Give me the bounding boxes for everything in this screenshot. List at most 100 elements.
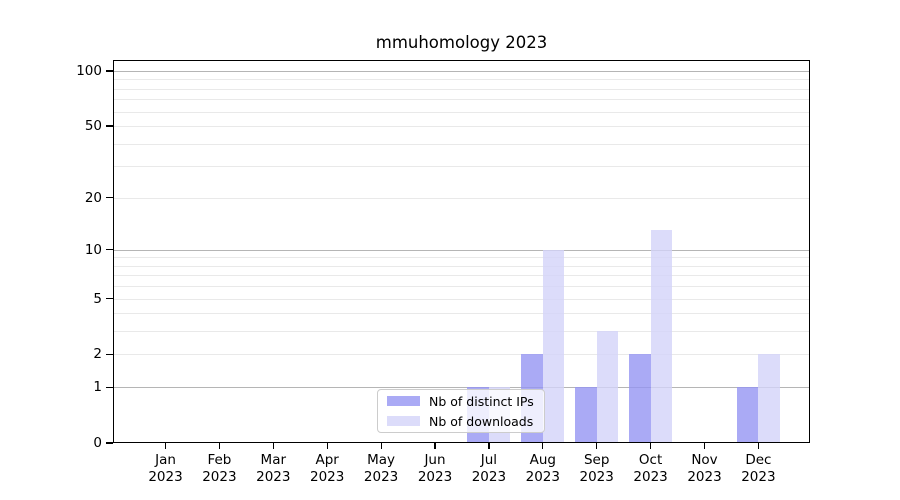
gridline-minor [113, 126, 810, 128]
bar-nb-of-downloads-oct [650, 230, 673, 443]
x-tick-year: 2023 [202, 468, 237, 485]
x-tick-month: Jun [424, 452, 446, 468]
y-tick-100 [106, 70, 113, 72]
gridline-minor [113, 265, 810, 267]
x-tick-label-nov: Nov 2023 [675, 452, 735, 485]
chart-title: mmuhomology 2023 [375, 33, 548, 52]
x-tick-month: Aug [529, 452, 556, 468]
x-tick-month: Apr [315, 452, 339, 468]
x-tick-month: Oct [638, 452, 663, 468]
x-tick-feb [218, 443, 221, 449]
x-tick-sep [596, 443, 598, 449]
x-tick-month: Mar [260, 452, 287, 468]
x-tick-month: Jan [155, 452, 176, 468]
x-tick-aug [542, 443, 544, 449]
x-tick-label-sep: Sep 2023 [567, 452, 627, 485]
gridline-minor [113, 99, 810, 101]
gridline-minor [113, 257, 810, 259]
x-tick-label-apr: Apr 2023 [297, 452, 357, 485]
x-tick-year: 2023 [256, 468, 291, 485]
x-tick-year: 2023 [471, 468, 507, 485]
bar-nb-of-distinct-ips-sep [575, 387, 597, 443]
gridline-major [113, 387, 810, 389]
x-tick-mar [272, 443, 274, 449]
x-tick-year: 2023 [417, 468, 453, 485]
x-tick-dec [757, 443, 760, 449]
x-tick-jun [434, 443, 436, 449]
x-tick-apr [326, 443, 328, 449]
x-tick-year: 2023 [579, 468, 614, 485]
y-tick-label-100: 100 [76, 62, 102, 79]
y-tick-50 [106, 125, 113, 127]
x-tick-label-mar: Mar 2023 [243, 452, 303, 485]
x-tick-month: Jul [480, 452, 498, 468]
x-tick-month: Dec [745, 452, 772, 468]
x-tick-month: May [367, 452, 396, 468]
x-tick-jul [488, 443, 490, 449]
y-tick-label-2: 2 [93, 346, 102, 363]
gridline-minor [113, 111, 810, 113]
gridline-minor [113, 354, 810, 356]
gridline-minor [113, 143, 810, 145]
gridline-minor [113, 286, 810, 288]
y-tick-5 [106, 297, 113, 300]
legend: Nb of distinct IPs Nb of downloads [377, 389, 545, 433]
bar-nb-of-downloads-sep [596, 331, 619, 443]
y-tick-2 [106, 353, 113, 356]
y-tick-label-5: 5 [93, 290, 102, 307]
y-tick-label-50: 50 [84, 118, 102, 135]
x-tick-month: Nov [691, 452, 718, 468]
y-tick-1 [106, 386, 113, 388]
x-tick-year: 2023 [741, 468, 776, 485]
bar-nb-of-distinct-ips-oct [629, 354, 651, 443]
gridline-major [113, 70, 810, 72]
x-tick-year: 2023 [363, 468, 399, 485]
bar-nb-of-downloads-dec [758, 354, 780, 443]
x-tick-label-jul: Jul 2023 [459, 452, 519, 485]
gridline-major [113, 249, 810, 251]
x-tick-label-jan: Jan 2023 [136, 452, 196, 485]
gridline-minor [113, 331, 810, 333]
gridline-minor [113, 197, 810, 199]
legend-label-downloads: Nb of downloads [429, 413, 534, 429]
legend-swatch-distinct-ips [387, 396, 420, 406]
x-tick-jan [164, 443, 167, 449]
x-tick-label-jun: Jun 2023 [405, 452, 465, 485]
x-tick-label-feb: Feb 2023 [189, 452, 249, 485]
legend-label-distinct-ips: Nb of distinct IPs [429, 393, 534, 409]
x-tick-label-may: May 2023 [351, 452, 411, 485]
x-tick-year: 2023 [633, 468, 668, 485]
x-tick-year: 2023 [148, 468, 183, 485]
x-tick-may [380, 443, 382, 449]
x-tick-year: 2023 [687, 468, 722, 485]
legend-swatch-downloads [387, 416, 420, 426]
x-tick-oct [650, 443, 652, 449]
gridline-minor [113, 88, 810, 90]
legend-item-downloads: Nb of downloads [387, 414, 544, 429]
x-tick-year: 2023 [525, 468, 560, 485]
y-tick-label-1: 1 [93, 379, 102, 396]
gridline-minor [113, 275, 810, 277]
bar-nb-of-distinct-ips-dec [736, 387, 759, 443]
y-tick-label-20: 20 [84, 189, 102, 206]
y-tick-label-0: 0 [93, 435, 102, 451]
gridline-minor [113, 313, 810, 315]
y-tick-label-10: 10 [84, 241, 102, 258]
y-tick-10 [106, 249, 113, 251]
x-tick-year: 2023 [310, 468, 345, 485]
plot-area: Nb of distinct IPs Nb of downloads [113, 60, 810, 443]
x-tick-label-oct: Oct 2023 [621, 452, 681, 485]
gridline-minor [113, 298, 810, 300]
x-tick-month: Sep [583, 452, 610, 468]
y-tick-20 [106, 196, 113, 199]
axes-frame [113, 60, 810, 443]
y-tick-0 [106, 442, 113, 444]
x-tick-label-dec: Dec 2023 [728, 452, 788, 485]
x-tick-label-aug: Aug 2023 [513, 452, 573, 485]
gridline-minor [113, 166, 810, 168]
legend-item-distinct-ips: Nb of distinct IPs [387, 394, 544, 409]
gridline-minor [113, 79, 810, 81]
bar-nb-of-downloads-aug [542, 249, 565, 443]
x-tick-month: Feb [207, 452, 232, 468]
